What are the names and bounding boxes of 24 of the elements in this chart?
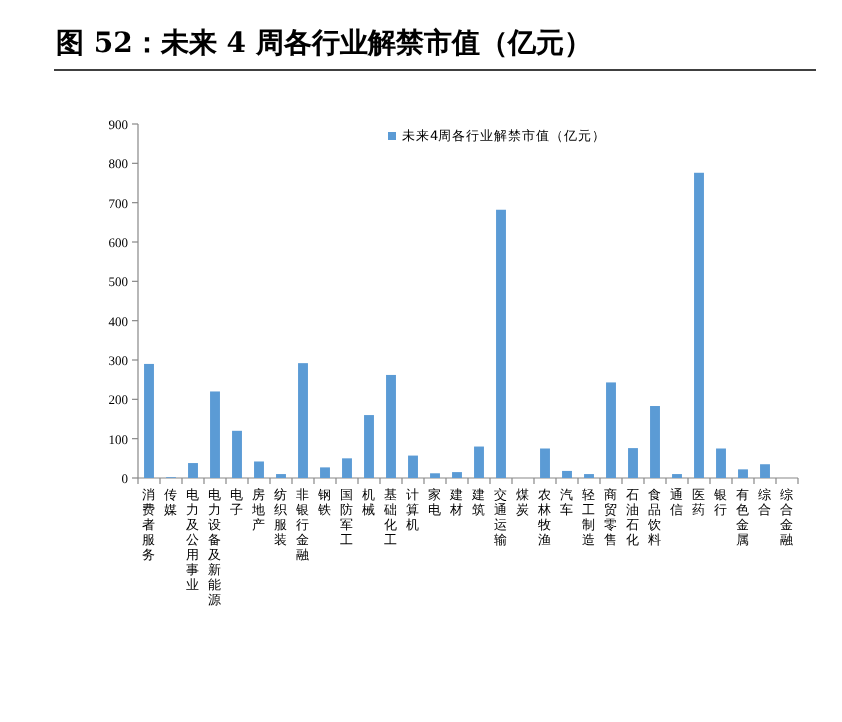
bar <box>540 448 550 478</box>
bar <box>694 172 704 478</box>
bar <box>320 467 330 478</box>
bar <box>650 406 660 478</box>
bar <box>188 463 198 478</box>
bar <box>474 446 484 478</box>
bar <box>342 458 352 478</box>
bar <box>386 374 396 478</box>
bar <box>254 461 264 478</box>
bar <box>408 455 418 478</box>
bar <box>760 464 770 478</box>
bar <box>628 448 638 478</box>
bar <box>562 470 572 478</box>
bar <box>144 363 154 478</box>
bar <box>452 472 462 478</box>
bar <box>364 415 374 478</box>
bar <box>716 448 726 478</box>
bar <box>606 382 616 478</box>
bar <box>298 363 308 478</box>
bar <box>210 391 220 478</box>
bar <box>496 209 506 478</box>
bar <box>232 430 242 478</box>
chart-title: 图 52：未来 4 周各行业解禁市值（亿元） <box>56 26 592 60</box>
bar <box>738 469 748 478</box>
